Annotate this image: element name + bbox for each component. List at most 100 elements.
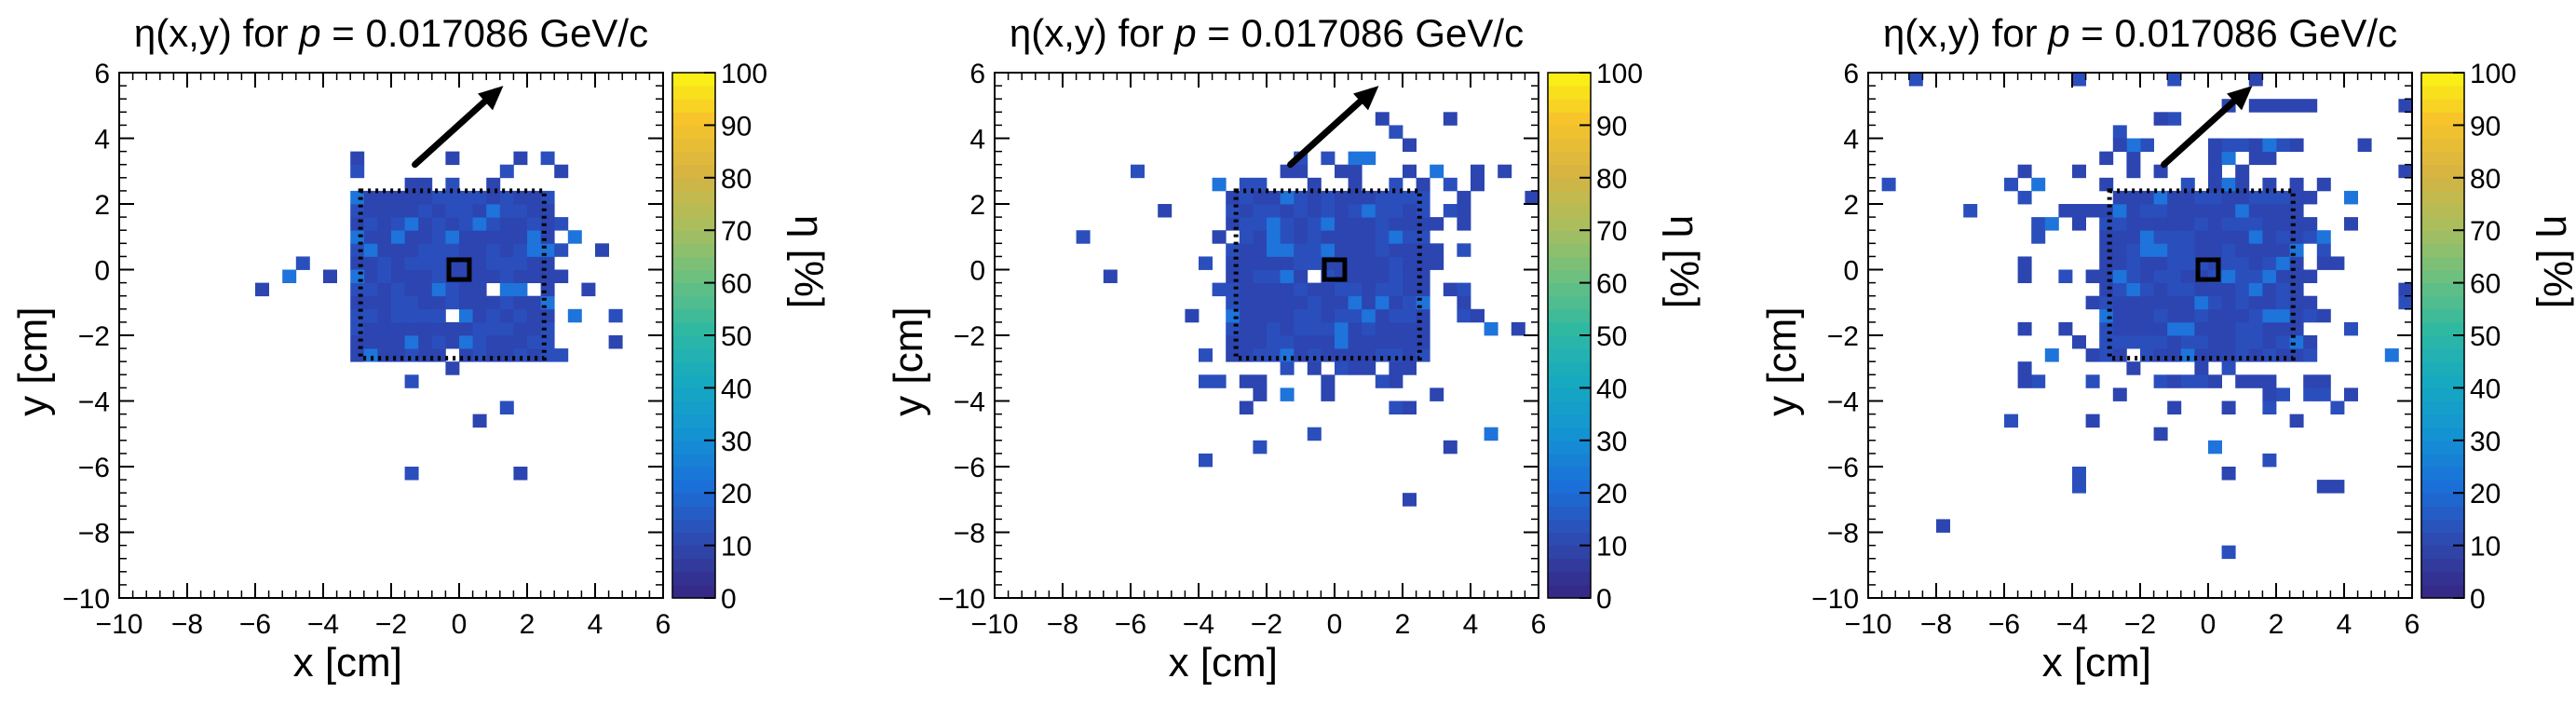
heatmap-cell xyxy=(2235,177,2250,192)
heatmap-cell xyxy=(2194,243,2209,257)
color-bar-segment xyxy=(2421,230,2464,244)
x-tick-label: −10 xyxy=(971,609,1019,640)
heatmap-cell xyxy=(527,295,541,310)
heatmap-cell xyxy=(2262,217,2277,231)
heatmap-cell xyxy=(2221,308,2236,323)
z-axis-label: η [%] xyxy=(786,215,832,308)
x-tick-label: −4 xyxy=(2056,609,2088,640)
heatmap-cell xyxy=(567,308,582,323)
heatmap-cell xyxy=(2276,269,2290,283)
z-tick-label: 60 xyxy=(1596,269,1627,300)
heatmap-cell xyxy=(527,269,541,283)
heatmap-cell xyxy=(513,243,528,257)
heatmap-cell xyxy=(1226,335,1241,349)
heatmap-cell xyxy=(391,321,405,336)
heatmap-cell xyxy=(1239,374,1254,388)
color-bar-segment xyxy=(672,558,715,573)
heatmap-cell xyxy=(418,177,433,192)
heatmap-cell xyxy=(486,204,501,218)
heatmap-cell xyxy=(1430,387,1444,401)
y-axis-label: y [cm] xyxy=(1759,307,1805,416)
x-tick-label: −10 xyxy=(1845,609,1892,640)
heatmap-cell xyxy=(2221,282,2236,297)
heatmap-cell xyxy=(1936,519,1950,533)
heatmap-cell xyxy=(1294,335,1308,349)
heatmap-cell xyxy=(404,335,419,349)
heatmap-cell xyxy=(1199,256,1213,270)
heatmap-cell xyxy=(1253,308,1268,323)
color-bar-segment xyxy=(672,138,715,153)
color-bar-segment xyxy=(672,217,715,231)
heatmap-cell xyxy=(459,321,473,336)
heatmap-cell xyxy=(1294,204,1308,218)
heatmap-cell xyxy=(1389,308,1403,323)
heatmap-cell xyxy=(2208,230,2222,244)
heatmap-cell xyxy=(431,308,446,323)
heatmap-cell xyxy=(1321,230,1335,244)
color-bar-segment xyxy=(1548,558,1591,573)
heatmap-cell xyxy=(2085,348,2100,362)
heatmap-cell xyxy=(567,230,582,244)
color-bar-segment xyxy=(1548,125,1591,140)
heatmap-cell xyxy=(1239,190,1254,205)
heatmap-cell xyxy=(2235,164,2250,179)
heatmap-cell xyxy=(2221,335,2236,349)
z-tick-label: 10 xyxy=(2470,532,2501,563)
heatmap-cell xyxy=(2167,282,2182,297)
x-tick-label: −10 xyxy=(96,609,143,640)
heatmap-cell xyxy=(445,361,460,375)
color-bar-segment xyxy=(2421,321,2464,336)
heatmap-cell xyxy=(1294,256,1308,270)
heatmap-cell xyxy=(2262,374,2277,388)
heatmap-cell xyxy=(1403,321,1417,336)
heatmap-cell xyxy=(1239,217,1254,231)
heatmap-cell xyxy=(486,177,501,192)
heatmap-cell xyxy=(2289,414,2304,428)
color-bar-segment xyxy=(1548,387,1591,402)
heatmap-cell xyxy=(431,243,446,257)
x-tick-label: 2 xyxy=(520,609,536,640)
heatmap-cell xyxy=(1280,361,1295,375)
y-tick-label: −2 xyxy=(1827,321,1859,352)
heatmap-cell xyxy=(499,217,514,231)
color-bar-segment xyxy=(1548,519,1591,534)
heatmap-cell xyxy=(499,308,514,323)
z-axis-label: η [%] xyxy=(2535,215,2576,308)
heatmap-cell xyxy=(1335,243,1349,257)
color-bar-segment xyxy=(2421,99,2464,113)
color-bar-segment xyxy=(2421,427,2464,441)
fiducial-box xyxy=(358,188,547,361)
heatmap-cell xyxy=(1348,151,1363,166)
heatmap-cell xyxy=(1348,282,1363,297)
heatmap-cell xyxy=(363,230,378,244)
heatmap-cell xyxy=(1280,295,1295,310)
heatmap-cell xyxy=(1212,177,1227,192)
color-bar-segment xyxy=(672,269,715,284)
heatmap-cell xyxy=(527,256,541,270)
heatmap-cell xyxy=(2262,348,2277,362)
heatmap-cell xyxy=(404,204,419,218)
heatmap-cell xyxy=(377,230,392,244)
z-tick-label: 50 xyxy=(1596,321,1627,352)
data-cells xyxy=(1881,73,2413,560)
y-tick-label: −8 xyxy=(1827,519,1859,550)
heatmap-cell xyxy=(2112,125,2127,139)
heatmap-cell xyxy=(2316,243,2331,257)
heatmap-cell xyxy=(2208,321,2222,336)
title-variable: p xyxy=(297,11,320,55)
heatmap-cell xyxy=(1362,190,1376,205)
heatmap-cell xyxy=(2289,99,2304,113)
heatmap-cell xyxy=(1375,321,1390,336)
heatmap-cell xyxy=(431,217,446,231)
heatmap-cell xyxy=(418,217,433,231)
color-bar-segment xyxy=(1548,493,1591,507)
heatmap-cell xyxy=(1389,321,1403,336)
heatmap-cell xyxy=(554,269,569,283)
y-tick-label: −2 xyxy=(78,321,110,352)
heatmap-cell xyxy=(2248,374,2263,388)
heatmap-cell xyxy=(540,308,555,323)
heatmap-cell xyxy=(1416,177,1430,192)
heatmap-cell xyxy=(2208,282,2222,297)
heatmap-cell xyxy=(459,243,473,257)
heatmap-cell xyxy=(2262,295,2277,310)
